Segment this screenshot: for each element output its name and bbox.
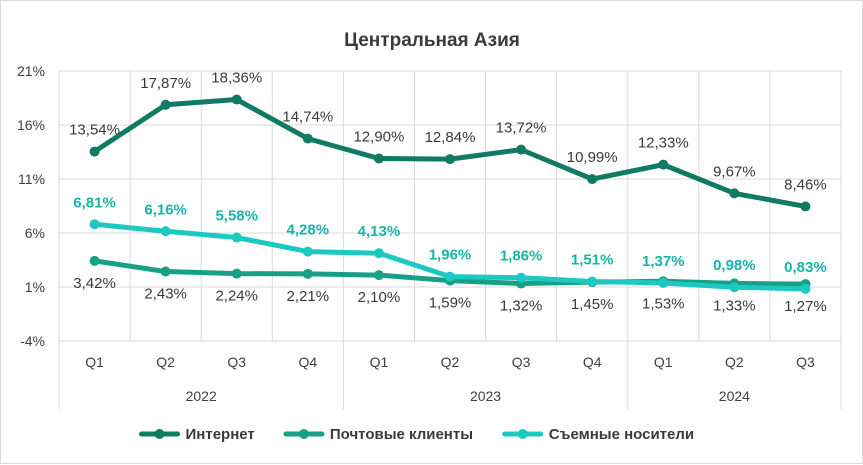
data-point: [445, 154, 455, 165]
data-label: 14,74%: [282, 109, 333, 126]
data-label: 4,13%: [358, 223, 401, 240]
data-label: 18,36%: [211, 70, 262, 87]
data-point: [800, 283, 811, 294]
data-label: 1,86%: [500, 248, 543, 265]
x-tick-label: Q1: [654, 354, 673, 370]
data-label: 0,98%: [713, 257, 756, 274]
data-point: [89, 219, 100, 230]
grid: [58, 70, 842, 342]
data-label: 1,37%: [642, 253, 685, 270]
data-point: [587, 276, 598, 287]
year-label: 2023: [470, 388, 501, 404]
data-point: [445, 271, 455, 282]
data-point: [373, 153, 384, 164]
data-label: 12,33%: [638, 135, 689, 152]
legend-label: Интернет: [186, 426, 255, 443]
x-tick-label: Q2: [156, 354, 175, 370]
data-label: 1,27%: [784, 298, 827, 315]
data-point: [160, 226, 171, 237]
data-label: 4,28%: [287, 222, 330, 239]
y-tick-label: 16%: [17, 117, 45, 133]
data-point: [373, 270, 384, 281]
legend-label: Почтовые клиенты: [330, 426, 473, 443]
x-tick-label: Q2: [725, 354, 744, 370]
data-point: [302, 268, 313, 279]
data-label: 2,21%: [287, 288, 330, 305]
year-label: 2022: [186, 388, 217, 404]
x-tick-label: Q1: [85, 354, 104, 370]
data-point: [587, 174, 598, 185]
legend-marker: [154, 429, 165, 439]
data-label: 6,81%: [73, 194, 116, 211]
data-label: 13,72%: [496, 120, 547, 137]
data-point: [302, 246, 313, 257]
data-label: 0,83%: [784, 259, 827, 276]
data-label: 2,43%: [144, 286, 187, 303]
data-point: [516, 144, 527, 155]
data-point: [302, 133, 313, 144]
legend-marker: [517, 429, 528, 439]
x-tick-label: Q3: [227, 354, 246, 370]
data-label: 1,32%: [500, 298, 543, 315]
x-tick-label: Q2: [441, 354, 460, 370]
x-tick-label: Q1: [370, 354, 389, 370]
data-label: 10,99%: [567, 149, 618, 166]
y-tick-label: 11%: [18, 171, 45, 187]
data-point: [729, 282, 740, 293]
data-point: [658, 159, 669, 170]
year-label: 2024: [719, 388, 750, 404]
data-label: 1,53%: [642, 295, 685, 312]
data-point: [658, 278, 669, 289]
data-label: 12,90%: [353, 128, 404, 145]
x-tick-label: Q4: [583, 354, 602, 370]
y-tick-label: 1%: [25, 279, 45, 295]
legend: Интернет Почтовые клиенты Съемные носители: [139, 426, 694, 443]
data-point: [160, 99, 171, 110]
data-label: 1,33%: [713, 297, 756, 314]
data-label: 9,67%: [713, 163, 756, 180]
y-tick-label: 21%: [17, 63, 45, 79]
data-label: 8,46%: [784, 176, 827, 193]
data-point: [89, 255, 100, 266]
data-point: [231, 268, 242, 279]
y-tick-label: -4%: [20, 333, 45, 349]
data-point: [729, 188, 740, 199]
data-point: [89, 146, 100, 157]
series: [89, 94, 811, 294]
data-label: 1,51%: [571, 251, 614, 268]
data-label: 2,10%: [358, 289, 401, 306]
data-label: 2,24%: [215, 288, 258, 305]
x-tick-label: Q3: [796, 354, 815, 370]
data-label: 5,58%: [215, 208, 258, 225]
legend-label: Съемные носители: [549, 426, 694, 443]
data-label: 12,84%: [425, 129, 476, 146]
data-label: 3,42%: [73, 275, 116, 292]
data-labels: 13,54% 17,87% 18,36% 14,74% 12,90% 12,84% 13,7…: [69, 70, 827, 316]
x-tick-label: Q3: [512, 354, 531, 370]
data-label: 1,59%: [429, 295, 472, 312]
data-point: [800, 201, 811, 212]
data-point: [516, 272, 527, 283]
data-point: [231, 232, 242, 243]
data-point: [231, 94, 242, 105]
data-label: 1,96%: [429, 247, 472, 264]
data-label: 1,45%: [571, 296, 614, 313]
data-label: 13,54%: [69, 122, 120, 139]
legend-marker: [298, 429, 309, 439]
x-tick-label: Q4: [298, 354, 317, 370]
data-point: [373, 248, 384, 259]
chart-title: Центральная Азия: [344, 30, 520, 51]
data-label: 6,16%: [144, 201, 187, 218]
y-tick-label: 6%: [25, 225, 45, 241]
axes: 21% 16% 11% 6% 1% -4% Q1 Q2 Q3 Q4 Q1 Q2 Q3 Q4 Q1 Q2 Q3 20…: [17, 63, 842, 409]
data-point: [160, 266, 171, 277]
data-label: 17,87%: [140, 75, 191, 92]
